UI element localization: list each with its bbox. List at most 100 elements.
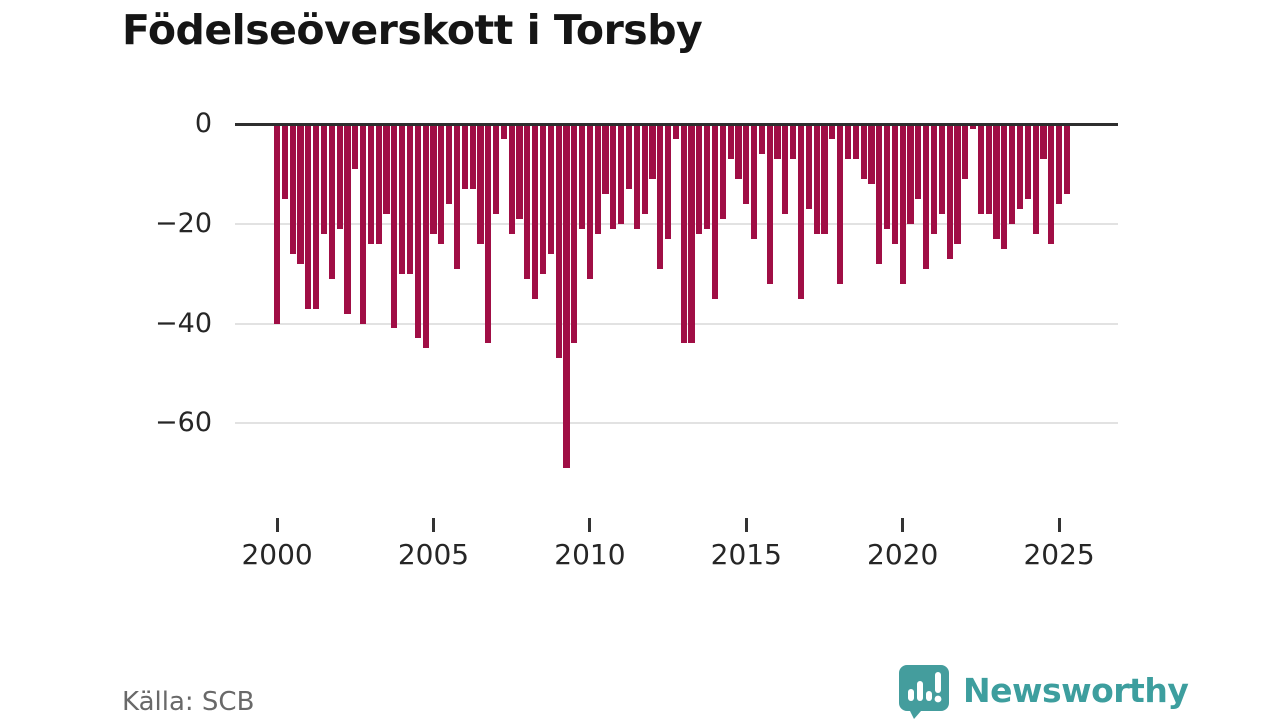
- bar: [336, 125, 343, 229]
- bar: [313, 125, 320, 309]
- bar: [696, 125, 703, 234]
- bar: [602, 125, 609, 194]
- bar: [383, 125, 390, 214]
- bar: [500, 125, 507, 139]
- bar: [797, 125, 805, 299]
- bar: [766, 125, 773, 284]
- bar: [352, 125, 359, 169]
- x-axis-tick: [275, 518, 279, 532]
- bar: [532, 125, 539, 299]
- bar: [524, 125, 531, 279]
- bar: [665, 125, 672, 239]
- bar: [758, 125, 766, 154]
- bar: [578, 125, 586, 229]
- bar: [586, 125, 593, 279]
- bar: [837, 125, 844, 284]
- x-axis-label: 2005: [397, 538, 470, 571]
- bar: [414, 125, 421, 339]
- x-axis-label: 2010: [554, 538, 626, 571]
- newsworthy-logo: Newsworthy: [897, 663, 1189, 719]
- page-title: Födelseöverskott i Torsby: [122, 6, 703, 54]
- bar: [860, 125, 867, 179]
- bar: [571, 125, 578, 344]
- x-axis-tick: [432, 518, 435, 532]
- bar: [711, 125, 719, 299]
- bar: [281, 125, 288, 199]
- bar: [477, 125, 484, 244]
- y-axis-label: 0: [194, 108, 212, 139]
- bar: [1024, 125, 1031, 199]
- bar: [743, 125, 750, 204]
- bar: [813, 125, 820, 234]
- bar: [641, 125, 648, 214]
- bar: [782, 125, 789, 214]
- bar: [453, 125, 461, 269]
- bar: [891, 125, 898, 244]
- x-axis-label: 2020: [867, 538, 939, 571]
- bar: [508, 125, 515, 234]
- gridline: [235, 222, 1118, 225]
- bar: [923, 125, 930, 269]
- x-axis-label: 2000: [241, 538, 313, 571]
- bar: [539, 125, 547, 274]
- bar: [305, 125, 312, 309]
- bar: [594, 125, 601, 234]
- bar: [406, 125, 414, 274]
- zero-axis-line: [235, 123, 1118, 126]
- bar: [969, 125, 977, 129]
- bar: [829, 125, 836, 139]
- bar: [297, 125, 304, 264]
- bar: [899, 125, 906, 284]
- bar: [930, 125, 938, 234]
- bar: [1009, 125, 1016, 224]
- bar: [852, 125, 859, 159]
- bar: [719, 125, 726, 219]
- x-axis-tick: [588, 518, 592, 532]
- bar: [633, 125, 640, 229]
- bar: [680, 125, 687, 344]
- bar: [993, 125, 1000, 239]
- bar: [938, 125, 945, 214]
- gridline: [235, 322, 1118, 325]
- bar: [492, 125, 500, 214]
- bar: [289, 125, 296, 254]
- bar: [399, 125, 406, 274]
- bar: [547, 125, 554, 254]
- bar: [790, 125, 797, 159]
- bar: [555, 125, 562, 359]
- bar: [977, 125, 984, 214]
- bar: [1056, 125, 1063, 204]
- x-axis-tick: [901, 518, 905, 532]
- bar: [1048, 125, 1055, 244]
- bar: [328, 125, 335, 279]
- bar: [657, 125, 664, 269]
- bar: [618, 125, 625, 224]
- bar: [883, 125, 891, 229]
- bar: [461, 125, 468, 189]
- bar: [805, 125, 812, 209]
- bar: [688, 125, 695, 344]
- x-axis-label: 2025: [1023, 538, 1095, 571]
- bar: [907, 125, 914, 224]
- y-axis-label: −60: [155, 407, 212, 439]
- bar: [1016, 125, 1024, 209]
- bar: [774, 125, 781, 159]
- bar: [485, 125, 492, 344]
- bar: [946, 125, 953, 259]
- bar: [469, 125, 476, 189]
- bar: [649, 125, 656, 179]
- bar: [563, 125, 570, 469]
- x-axis-tick: [744, 518, 748, 532]
- bar: [1001, 125, 1008, 249]
- y-axis-label: −20: [155, 207, 212, 239]
- bar: [821, 125, 828, 234]
- bar: [727, 125, 734, 159]
- bar: [360, 125, 367, 324]
- bar: [962, 125, 969, 179]
- bar: [625, 125, 633, 189]
- bar: [876, 125, 883, 264]
- bar: [1063, 125, 1070, 194]
- bar: [735, 125, 742, 179]
